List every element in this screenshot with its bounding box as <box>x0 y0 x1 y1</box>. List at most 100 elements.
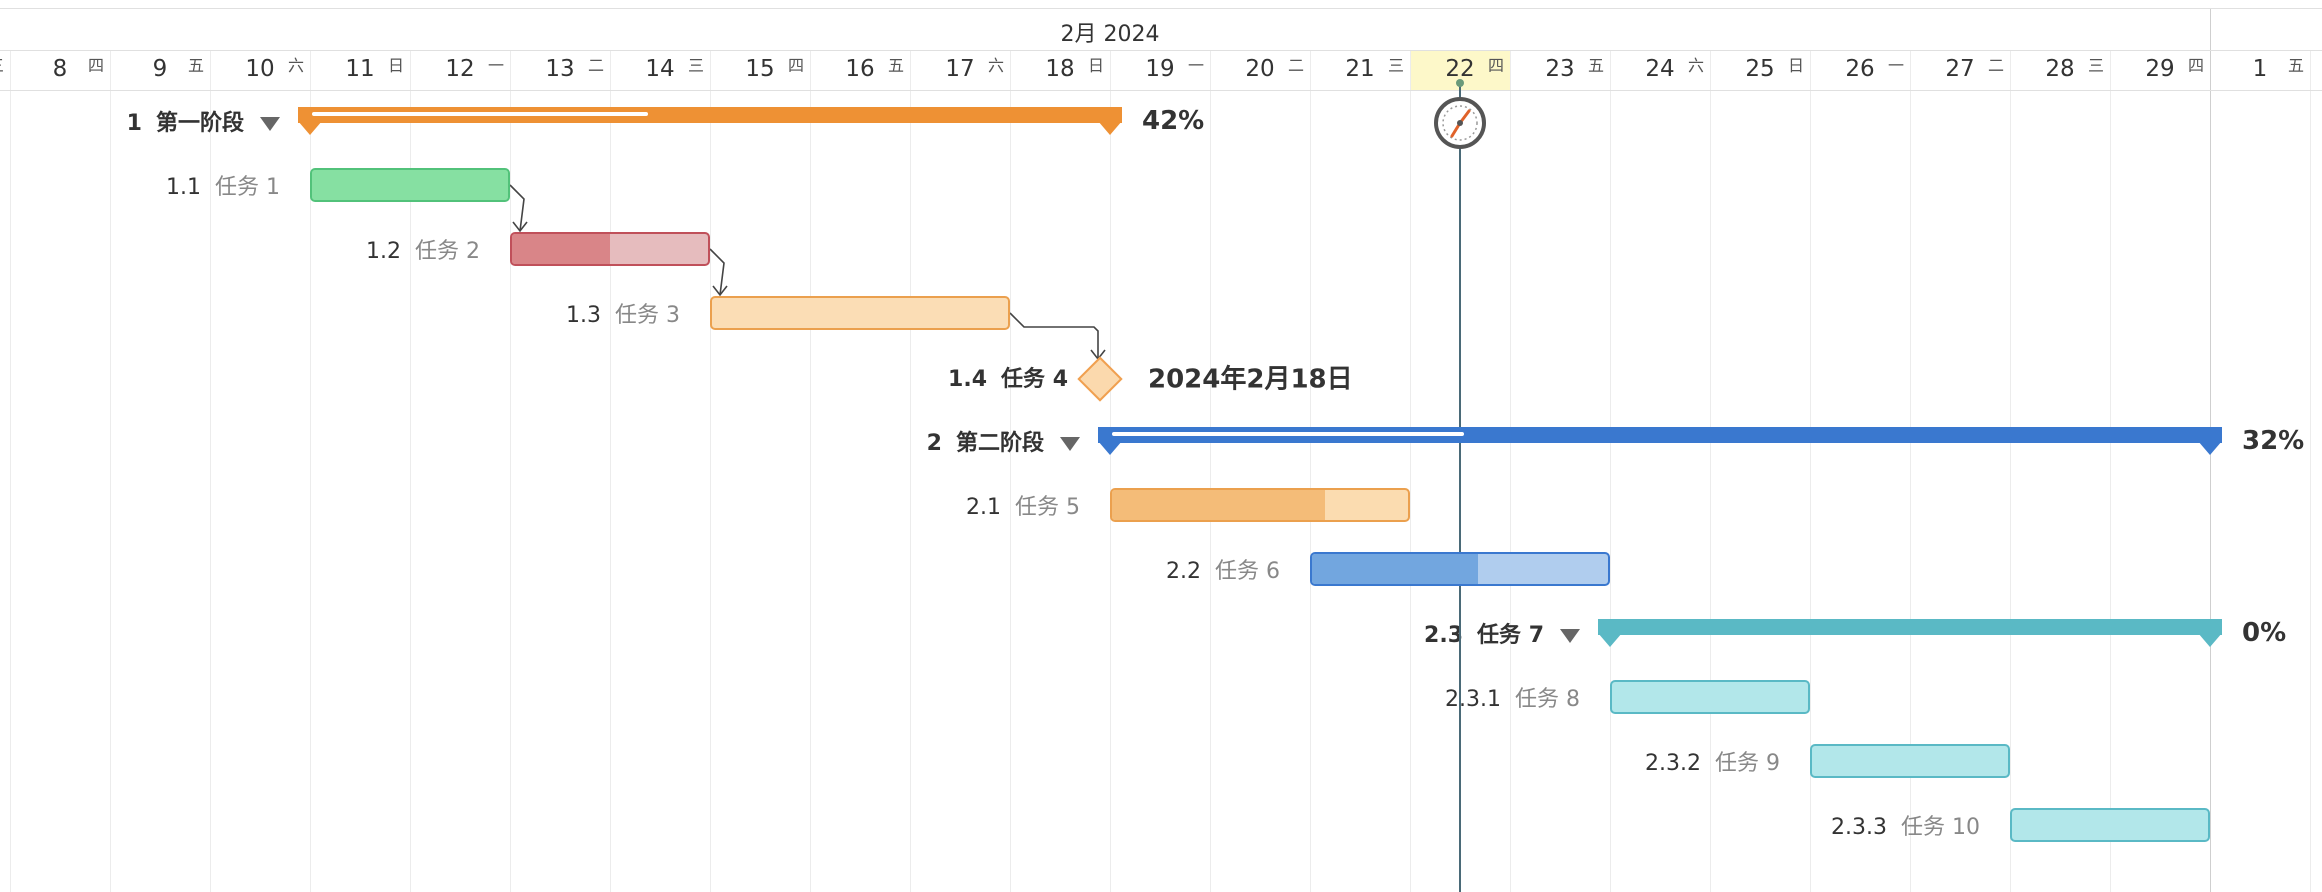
header-divider <box>0 8 2322 9</box>
weekday-label: 日 <box>1087 56 1104 75</box>
dependency-link <box>509 184 525 232</box>
day-number: 10 <box>245 56 275 82</box>
day-number: 12 <box>445 56 475 82</box>
task-label[interactable]: 2.3.2 任务 9 <box>1645 745 1780 777</box>
caret-down-icon[interactable] <box>260 117 280 131</box>
weekday-label: 三 <box>0 52 4 76</box>
task-label[interactable]: 2.3.1 任务 8 <box>1445 681 1580 713</box>
dependency-arrow <box>512 221 528 233</box>
day-cell: 23 五 <box>1510 50 1610 90</box>
grid-column-line <box>2110 50 2111 892</box>
weekday-label: 二 <box>1987 56 2004 75</box>
weekday-label: 五 <box>187 56 204 75</box>
dependency-arrow <box>712 285 728 297</box>
grid-column-line <box>910 50 911 892</box>
weekday-label: 二 <box>1287 56 1304 75</box>
day-number: 23 <box>1545 56 1575 82</box>
weekday-label: 四 <box>787 56 804 75</box>
summary-bar-left-cap <box>1098 441 1122 455</box>
header-divider <box>0 90 2322 91</box>
grid-column-line <box>1710 50 1711 892</box>
day-number: 16 <box>845 56 875 82</box>
today-line <box>1459 82 1461 892</box>
weekday-label: 四 <box>1487 56 1504 75</box>
grid-column-line <box>310 50 311 892</box>
progress-label: 32% <box>2242 426 2305 456</box>
day-number: 19 <box>1145 56 1175 82</box>
summary-label[interactable]: 1 第一阶段 <box>127 105 280 137</box>
day-cell: 10 六 <box>210 50 310 90</box>
task-label[interactable]: 2.2 任务 6 <box>1166 553 1280 585</box>
day-cell: 28 三 <box>2010 50 2110 90</box>
day-number: 26 <box>1845 56 1875 82</box>
day-cell: 18 日 <box>1010 50 1110 90</box>
day-number: 29 <box>2145 56 2175 82</box>
clock-icon[interactable] <box>1433 96 1487 150</box>
grid-column-line <box>1610 50 1611 892</box>
day-cell: 29 四 <box>2110 50 2210 90</box>
task-label[interactable]: 1.3 任务 3 <box>566 297 680 329</box>
task-label[interactable]: 1.2 任务 2 <box>366 233 480 265</box>
task-bar[interactable] <box>1110 488 1410 522</box>
weekday-label: 三 <box>687 56 704 75</box>
weekday-label: 六 <box>987 56 1004 75</box>
wbs-number: 2.3 <box>1424 623 1464 648</box>
grid-column-line <box>510 50 511 892</box>
day-number: 25 <box>1745 56 1775 82</box>
wbs-number: 1 <box>126 111 142 136</box>
day-number: 24 <box>1645 56 1675 82</box>
summary-bar[interactable] <box>1098 427 2222 455</box>
task-name: 任务 5 <box>1015 495 1080 520</box>
task-name: 第二阶段 <box>955 431 1044 456</box>
summary-bar-right-cap <box>1098 121 1122 135</box>
task-name: 任务 9 <box>1715 751 1780 776</box>
day-cell: 16 五 <box>810 50 910 90</box>
day-cell: 26 一 <box>1810 50 1910 90</box>
task-name: 任务 8 <box>1515 687 1580 712</box>
day-number: 22 <box>1445 56 1475 82</box>
task-name: 任务 6 <box>1215 559 1280 584</box>
day-cell: 15 四 <box>710 50 810 90</box>
summary-bar-body <box>1598 619 2222 635</box>
grid-column-line <box>110 50 111 892</box>
task-progress-fill <box>1312 554 1478 584</box>
task-bar[interactable] <box>510 232 710 266</box>
task-label[interactable]: 2.1 任务 5 <box>966 489 1080 521</box>
grid-column-line <box>2310 50 2311 892</box>
caret-down-icon[interactable] <box>1560 629 1580 643</box>
day-cell: 22 四 <box>1410 50 1510 90</box>
wbs-number: 1.2 <box>366 239 401 264</box>
task-label[interactable]: 2.3.3 任务 10 <box>1831 809 1980 841</box>
weekday-label: 三 <box>1387 56 1404 75</box>
day-number: 11 <box>345 56 375 82</box>
milestone-date: 2024年2月18日 <box>1148 364 1353 395</box>
day-cell: 12 一 <box>410 50 510 90</box>
caret-down-icon[interactable] <box>1060 437 1080 451</box>
task-bar[interactable] <box>710 296 1010 330</box>
day-number: 17 <box>945 56 975 82</box>
weekday-label: 一 <box>1187 56 1204 75</box>
summary-label[interactable]: 2.3 任务 7 <box>1424 617 1580 649</box>
task-bar[interactable] <box>1810 744 2010 778</box>
task-bar[interactable] <box>1610 680 1810 714</box>
task-bar[interactable] <box>1310 552 1610 586</box>
summary-bar[interactable] <box>1598 619 2222 647</box>
task-label[interactable]: 1.1 任务 1 <box>166 169 280 201</box>
grid-column-line <box>1810 50 1811 892</box>
wbs-number: 2.3.3 <box>1831 815 1887 840</box>
milestone-label[interactable]: 1.4 任务 4 <box>948 361 1068 393</box>
task-bar[interactable] <box>310 168 510 202</box>
summary-bar[interactable] <box>298 107 1122 135</box>
weekday-label: 三 <box>2087 56 2104 75</box>
month-label: 2月 2024 <box>1060 22 1160 47</box>
task-name: 任务 1 <box>215 175 280 200</box>
weekday-label: 五 <box>2287 56 2304 75</box>
task-bar[interactable] <box>2010 808 2210 842</box>
summary-label[interactable]: 2 第二阶段 <box>927 425 1080 457</box>
progress-label: 42% <box>1142 106 1205 136</box>
day-cell: 20 二 <box>1210 50 1310 90</box>
task-progress-fill <box>1112 490 1326 520</box>
